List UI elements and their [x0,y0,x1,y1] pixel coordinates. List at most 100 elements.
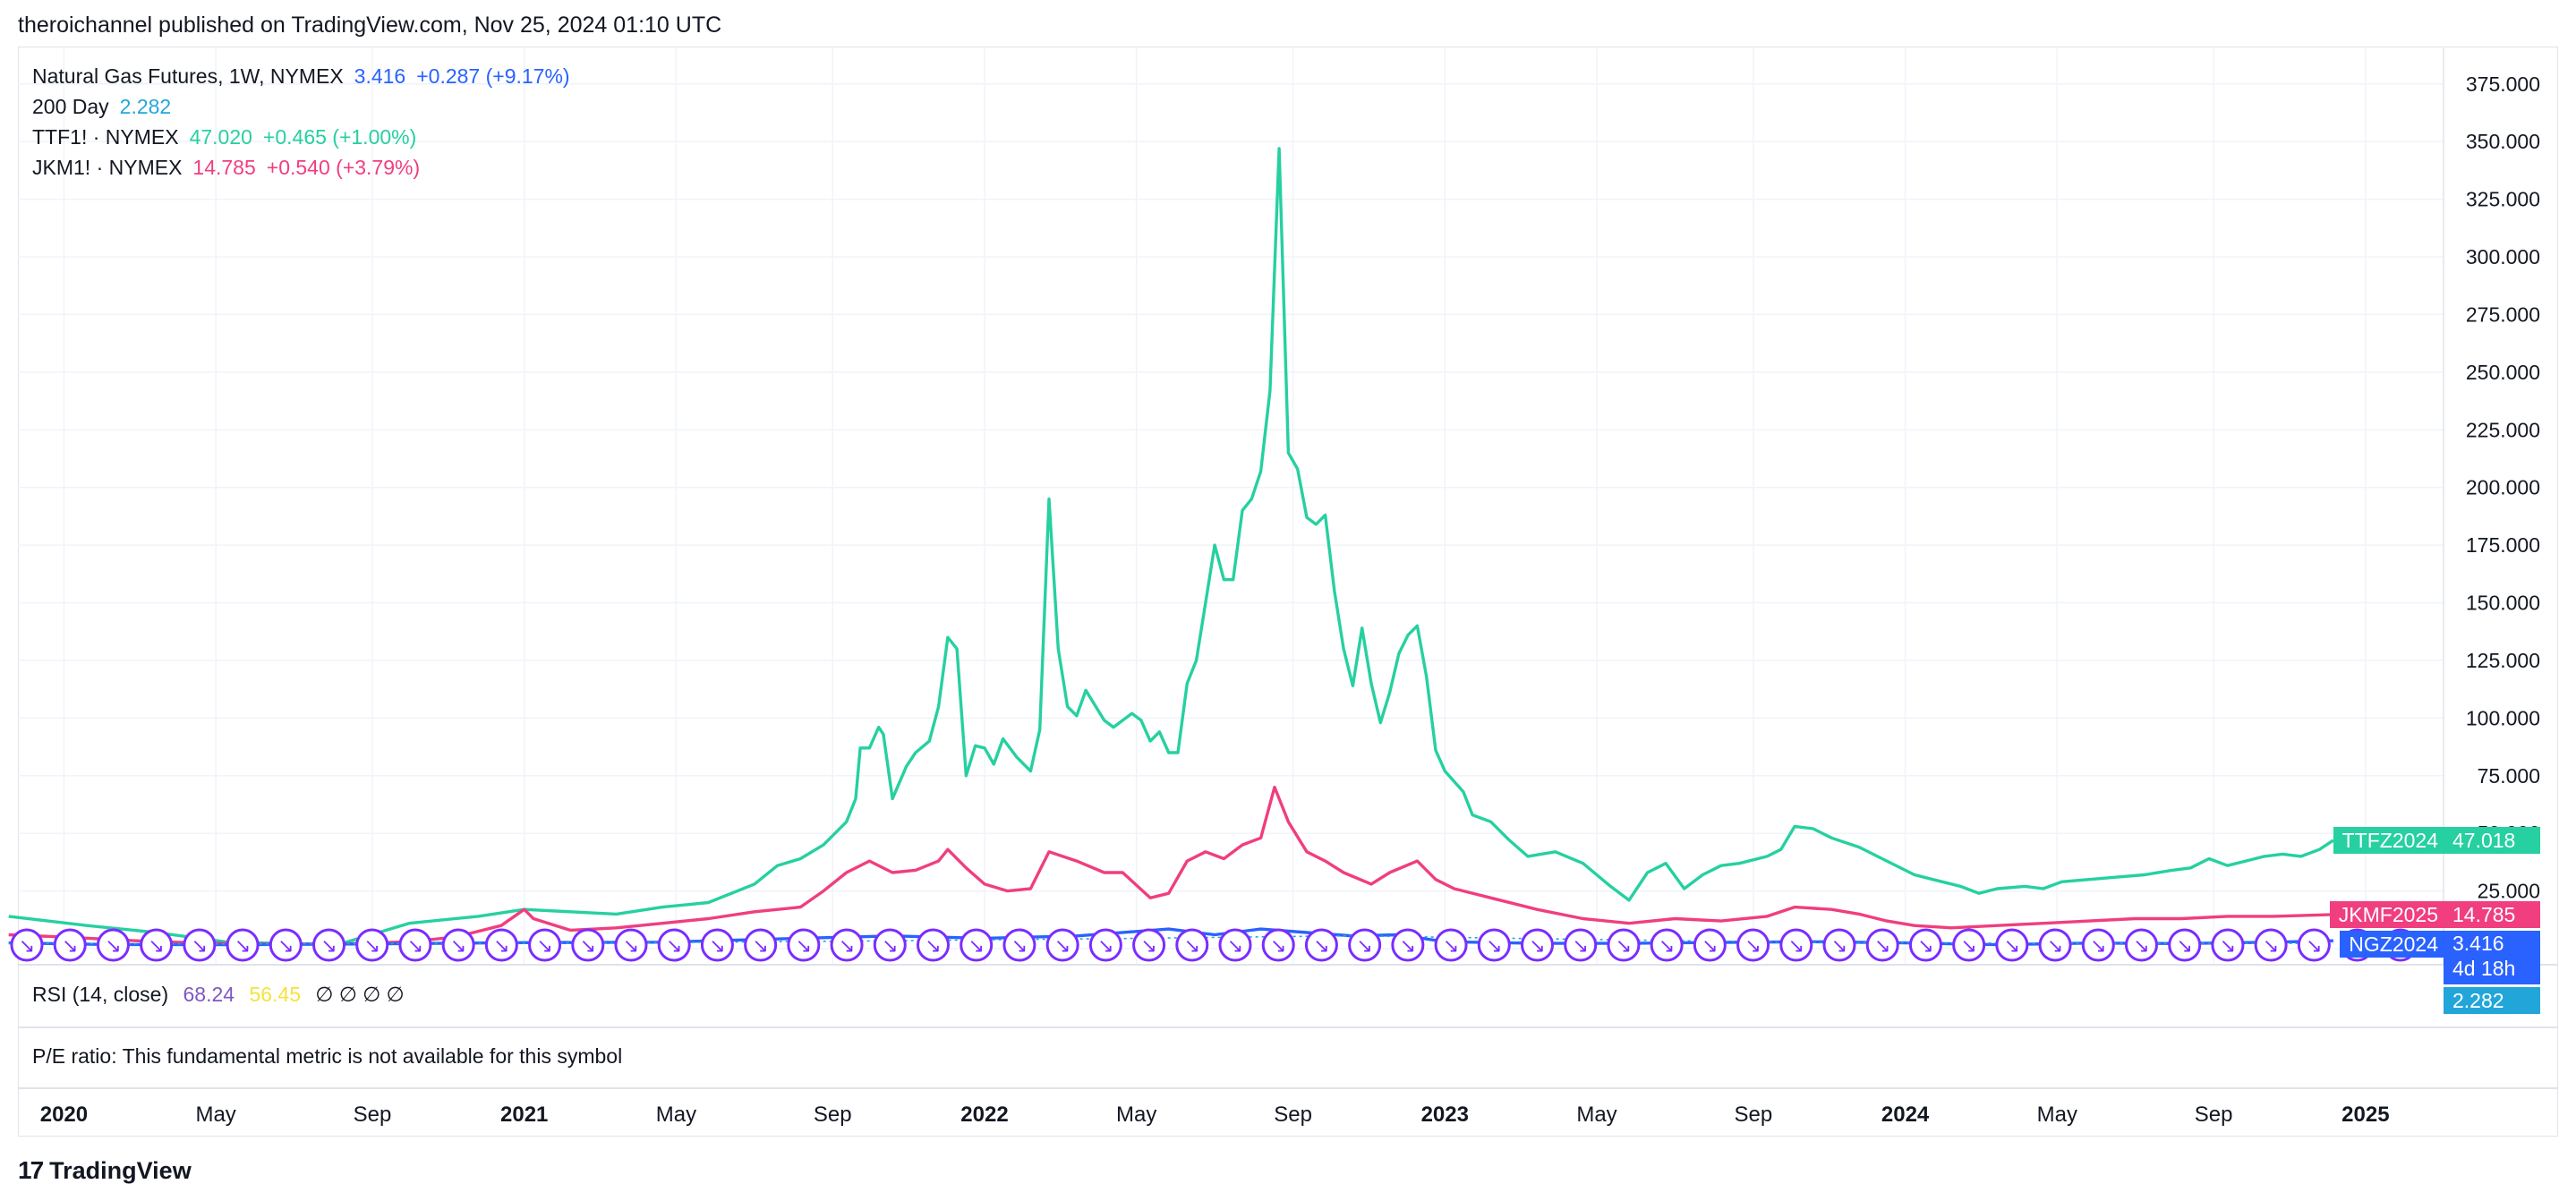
event-marker-arrow-icon: ↘ [2306,935,2322,958]
x-tick-label-2025: 2025 [2341,1103,2389,1127]
event-marker[interactable] [873,928,907,962]
event-marker[interactable] [2297,928,2331,962]
series-line-jkm1-[interactable] [8,785,2333,946]
x-tick-label-sep: Sep [2195,1103,2233,1127]
event-marker[interactable] [657,928,691,962]
tradingview-brand[interactable]: 17 TradingView [18,1156,192,1185]
event-marker-arrow-icon: ↘ [105,935,121,958]
event-marker[interactable] [1261,928,1295,962]
event-marker[interactable] [1779,928,1813,962]
event-marker[interactable] [226,928,260,962]
event-marker[interactable] [1434,928,1468,962]
event-marker-arrow-icon: ↘ [1659,935,1675,958]
x-tick-label-sep: Sep [1274,1103,1312,1127]
event-marker[interactable] [441,928,475,962]
event-marker[interactable] [1477,928,1511,962]
event-marker[interactable] [1304,928,1338,962]
event-marker[interactable] [1391,928,1425,962]
event-marker[interactable] [398,928,432,962]
price-tag-symbol: JKMF2025 [2329,900,2447,928]
event-marker[interactable] [1045,928,1079,962]
event-marker[interactable] [744,928,778,962]
price-tag-value: 3.416 4d 18h [2444,930,2540,984]
y-tick-label: 375.000 [2466,72,2540,96]
event-marker-arrow-icon: ↘ [2176,935,2192,958]
rsi-legend[interactable]: RSI (14, close) 68.24 56.45 ∅ ∅ ∅ ∅ [32,983,405,1007]
x-tick-label-may: May [1116,1103,1156,1127]
event-marker[interactable] [571,928,605,962]
event-marker-arrow-icon: ↘ [493,935,509,958]
legend-natgas[interactable]: Natural Gas Futures, 1W, NYMEX 3.416 +0.28… [32,64,581,89]
event-marker[interactable] [1822,928,1856,962]
legend-jkm[interactable]: JKM1! · NYMEX 14.785 +0.540 (+3.79%) [32,156,431,180]
event-marker-arrow-icon: ↘ [1054,935,1070,958]
event-marker[interactable] [2168,928,2202,962]
event-marker[interactable] [1650,928,1684,962]
x-tick-label-2023: 2023 [1421,1103,1469,1127]
event-marker[interactable] [2081,928,2115,962]
event-marker[interactable] [1521,928,1554,962]
event-marker[interactable] [1002,928,1036,962]
event-marker[interactable] [312,928,345,962]
event-marker[interactable] [614,928,648,962]
legend-200day[interactable]: 200 Day 2.282 [32,95,182,119]
publish-info: theroichannel published on TradingView.c… [18,13,722,38]
rsi-na-values: ∅ ∅ ∅ ∅ [315,983,405,1006]
event-marker-arrow-icon: ↘ [1140,935,1156,958]
rsi-label: RSI (14, close) [32,983,169,1006]
y-tick-label: 125.000 [2466,649,2540,672]
event-marker[interactable] [830,928,864,962]
event-marker-arrow-icon: ↘ [2004,935,2020,958]
event-marker[interactable] [1952,928,1986,962]
price-tag-symbol: TTFZ2024 [2333,826,2447,854]
legend-ttf-change: +0.465 (+1.00%) [262,125,417,149]
event-marker[interactable] [917,928,950,962]
y-tick-label: 250.000 [2466,361,2540,384]
event-marker[interactable] [484,928,518,962]
event-marker-arrow-icon: ↘ [1529,935,1545,958]
y-tick-label: 25.000 [2478,880,2540,903]
y-tick-label: 175.000 [2466,533,2540,557]
rsi-value: 68.24 [183,983,235,1006]
event-marker[interactable] [53,928,87,962]
event-marker[interactable] [960,928,994,962]
chart-frame[interactable] [18,47,2558,1137]
x-tick-label-may: May [656,1103,696,1127]
event-marker[interactable] [1865,928,1899,962]
event-marker[interactable] [1564,928,1598,962]
event-marker[interactable] [1908,928,1942,962]
event-marker[interactable] [2125,928,2158,962]
legend-jkm-change: +0.540 (+3.79%) [266,156,421,179]
event-marker[interactable] [96,928,130,962]
event-marker[interactable] [1348,928,1382,962]
event-marker[interactable] [183,928,217,962]
event-marker-arrow-icon: ↘ [1744,935,1761,958]
legend-ttf-value: 47.020 [189,125,252,149]
x-tick-label-may: May [2037,1103,2077,1127]
event-marker[interactable] [1218,928,1252,962]
event-marker[interactable] [2211,928,2245,962]
event-marker-arrow-icon: ↘ [2047,935,2063,958]
event-marker[interactable] [355,928,389,962]
event-marker[interactable] [1693,928,1727,962]
event-marker[interactable] [10,928,44,962]
event-marker[interactable] [2038,928,2072,962]
event-marker-arrow-icon: ↘ [1788,935,1804,958]
event-marker[interactable] [528,928,562,962]
event-marker[interactable] [140,928,174,962]
event-marker[interactable] [787,928,821,962]
event-marker[interactable] [1132,928,1166,962]
event-marker[interactable] [1607,928,1641,962]
event-marker[interactable] [2254,928,2288,962]
legend-natgas-value: 3.416 [354,64,406,88]
event-marker[interactable] [1736,928,1770,962]
event-marker[interactable] [1175,928,1209,962]
legend-ttf[interactable]: TTF1! · NYMEX 47.020 +0.465 (+1.00%) [32,125,427,149]
series-line-ttf1-[interactable] [8,147,2334,946]
y-tick-label: 225.000 [2466,418,2540,441]
event-marker[interactable] [700,928,734,962]
event-marker[interactable] [269,928,303,962]
event-marker[interactable] [1088,928,1122,962]
event-marker[interactable] [1995,928,2029,962]
